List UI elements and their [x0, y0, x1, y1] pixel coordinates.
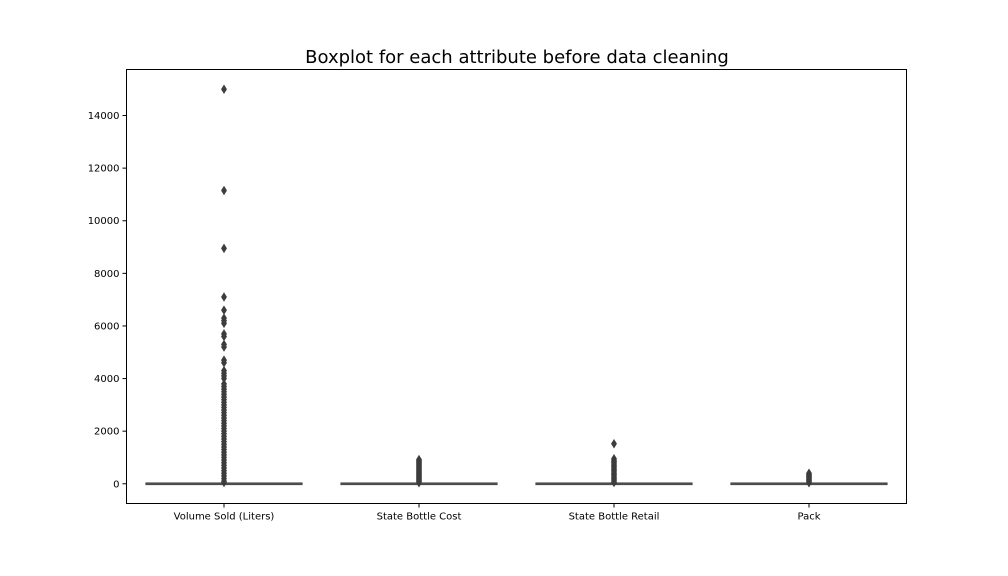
outlier-point	[221, 185, 227, 196]
box-group	[535, 439, 693, 488]
y-tick-label: 12000	[88, 164, 120, 175]
y-tick-label: 8000	[94, 269, 119, 280]
y-tick-label: 6000	[94, 321, 119, 332]
box-group	[340, 454, 498, 488]
box-group	[145, 84, 303, 488]
outlier-point	[221, 292, 227, 302]
outlier-point	[221, 342, 227, 352]
x-tick-label: Pack	[798, 512, 821, 523]
y-tick-label: 0	[113, 479, 119, 490]
outlier-point	[611, 477, 617, 488]
x-tick-label: State Bottle Retail	[569, 512, 660, 523]
outlier-point	[611, 439, 617, 449]
outlier-point	[221, 318, 227, 329]
x-tick-label: State Bottle Cost	[377, 512, 462, 523]
outlier-point	[221, 243, 227, 254]
outlier-point	[221, 305, 227, 315]
outlier-point	[221, 84, 227, 94]
y-tick-label: 2000	[94, 427, 119, 438]
chart-title: Boxplot for each attribute before data c…	[305, 47, 729, 68]
outlier-point	[221, 477, 227, 488]
box-group	[730, 468, 888, 488]
y-tick-label: 14000	[88, 111, 120, 122]
plot-frame	[126, 69, 907, 504]
outlier-point	[806, 477, 812, 488]
x-tick-label: Volume Sold (Liters)	[174, 512, 275, 523]
outlier-point	[416, 477, 422, 488]
y-tick-label: 4000	[94, 374, 119, 385]
y-tick-label: 10000	[88, 216, 120, 227]
